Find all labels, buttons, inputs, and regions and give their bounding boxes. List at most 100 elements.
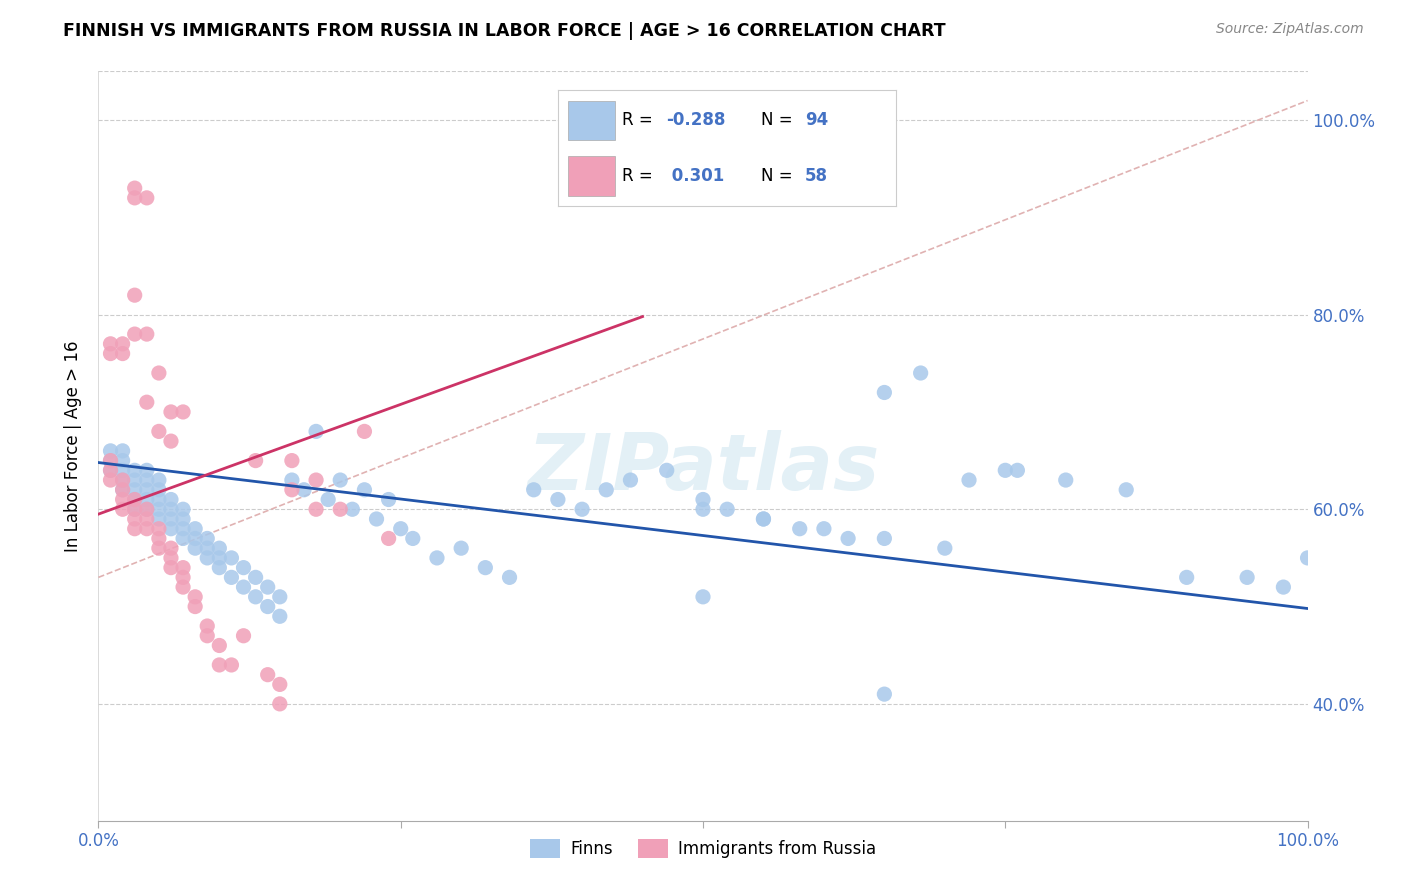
Point [377,492,399,507]
Point [135,191,157,205]
Point [111,443,134,458]
Point [124,463,146,477]
Point [148,492,170,507]
Point [111,463,134,477]
Point [135,492,157,507]
Point [135,502,157,516]
Point [124,191,146,205]
Point [148,502,170,516]
Point [124,502,146,516]
Point [124,512,146,526]
Point [873,532,896,546]
Point [124,492,146,507]
Text: ZIPatlas: ZIPatlas [527,431,879,507]
Point [124,502,146,516]
Point [184,541,207,556]
Point [752,512,775,526]
Point [124,288,146,302]
Point [135,522,157,536]
Point [692,590,714,604]
Point [100,463,122,477]
Point [195,550,218,565]
Point [655,463,678,477]
Point [305,473,328,487]
Point [256,599,278,614]
Point [172,512,194,526]
Point [208,541,231,556]
Point [111,336,134,351]
Point [148,483,170,497]
Point [329,502,352,516]
Point [389,522,412,536]
Point [305,425,328,439]
Point [100,336,122,351]
Point [269,609,291,624]
Point [316,492,339,507]
Point [547,492,569,507]
Point [329,473,352,487]
Point [135,395,157,409]
Point [292,483,315,497]
Point [934,541,956,556]
Point [1272,580,1295,594]
Point [160,541,183,556]
Point [269,590,291,604]
Point [172,405,194,419]
Point [305,502,328,516]
Point [221,657,243,672]
Point [232,580,254,594]
Point [111,453,134,467]
Point [402,532,425,546]
Point [245,590,267,604]
Point [498,570,520,584]
Point [1054,473,1077,487]
Point [195,532,218,546]
Point [172,502,194,516]
Point [148,532,170,546]
Point [124,181,146,195]
Point [160,492,183,507]
Point [1115,483,1137,497]
Point [100,463,122,477]
Point [208,657,231,672]
Point [281,483,304,497]
Point [256,580,278,594]
Point [366,512,388,526]
Point [148,522,170,536]
Text: Source: ZipAtlas.com: Source: ZipAtlas.com [1216,22,1364,37]
Point [111,483,134,497]
Point [752,512,775,526]
Point [910,366,932,380]
Point [148,425,170,439]
Point [148,473,170,487]
Point [111,473,134,487]
Point [195,619,218,633]
Point [100,453,122,467]
Point [269,697,291,711]
Point [172,560,194,574]
Point [957,473,980,487]
Point [269,677,291,691]
Point [160,434,183,449]
Point [1296,550,1319,565]
Point [221,570,243,584]
Point [208,550,231,565]
Point [281,453,304,467]
Point [172,580,194,594]
Point [100,346,122,360]
Point [124,483,146,497]
Point [160,405,183,419]
Point [377,532,399,546]
Point [245,453,267,467]
Point [148,512,170,526]
Point [837,532,859,546]
Point [135,502,157,516]
Point [160,502,183,516]
Legend: Finns, Immigrants from Russia: Finns, Immigrants from Russia [523,832,883,864]
Point [595,483,617,497]
Point [1236,570,1258,584]
Point [692,502,714,516]
Point [172,522,194,536]
Point [873,385,896,400]
Point [281,473,304,487]
